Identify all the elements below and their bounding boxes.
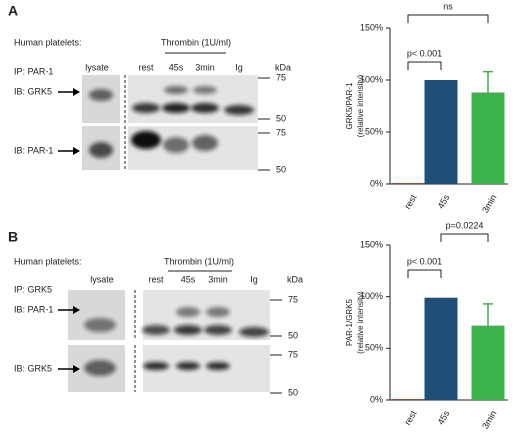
panel-letter: A [8, 3, 18, 19]
significance-bracket [407, 269, 442, 278]
blot-band [206, 362, 230, 370]
x-tick-label: rest [402, 192, 418, 210]
blot-label: IB: PAR-1 [14, 304, 53, 314]
bar [471, 325, 505, 400]
blot-band [89, 89, 113, 101]
y-axis-label: (relative intensity) [356, 74, 365, 137]
significance-bracket [407, 61, 442, 70]
blot-label: IB: GRK5 [14, 86, 52, 96]
arrow-head [73, 147, 80, 155]
y-axis-label: GRK5/PAR-1 [345, 82, 354, 130]
blot-band [176, 307, 200, 317]
blot-band [192, 135, 218, 151]
bar [424, 297, 458, 400]
marker-label: 50 [288, 387, 298, 397]
blot-band [132, 103, 160, 113]
y-tick-label: 150% [360, 22, 383, 32]
lane-label: lysate [90, 274, 114, 284]
x-tick-label: rest [402, 408, 418, 426]
blot-band [239, 327, 269, 337]
panel-letter: B [8, 229, 18, 245]
blot-band [163, 137, 189, 153]
y-tick-label: 0% [370, 394, 383, 404]
treatment-label: Thrombin (1U/ml) [161, 37, 231, 47]
sample-header: Human platelets: [14, 37, 82, 47]
y-tick-label: 50% [365, 343, 383, 353]
lane-label: Ig [250, 274, 258, 284]
arrow-head [73, 306, 80, 314]
blot-band [204, 325, 232, 335]
y-tick-label: 100% [360, 74, 383, 84]
lane-label: lysate [85, 62, 109, 72]
marker-label: 75 [276, 72, 286, 82]
significance-label: ns [443, 1, 453, 11]
marker-label: 75 [288, 294, 298, 304]
blot-band [206, 307, 230, 317]
blot-band [162, 103, 190, 113]
significance-label: p=0.0224 [446, 220, 484, 230]
significance-bracket [407, 14, 489, 23]
sample-header: Human platelets: [14, 256, 82, 266]
bar [391, 398, 425, 400]
bar [391, 182, 425, 184]
significance-label: p< 0.001 [407, 256, 442, 266]
unit-label: kDa [275, 62, 291, 72]
significance-bracket [440, 233, 489, 242]
unit-label: kDa [287, 274, 303, 284]
lane-label: 3min [208, 274, 228, 284]
lane-label: rest [148, 274, 164, 284]
marker-label: 75 [276, 127, 286, 137]
y-tick-label: 150% [360, 239, 383, 249]
y-tick-label: 0% [370, 178, 383, 188]
marker-label: 50 [276, 113, 286, 123]
blot-band [131, 131, 161, 149]
blot-lysate [68, 290, 125, 340]
blot-band [84, 360, 116, 376]
blot-band [143, 362, 169, 370]
blot-band [142, 325, 170, 335]
blot-main [128, 75, 258, 123]
marker-label: 50 [276, 164, 286, 174]
blot [82, 75, 258, 123]
blot-band [193, 86, 217, 94]
ip-label: IP: GRK5 [14, 284, 52, 294]
bar [424, 80, 458, 184]
lane-label: 45s [181, 274, 196, 284]
x-tick-label: 3min [480, 409, 498, 431]
x-tick-label: 45s [436, 408, 452, 426]
blot-band [89, 142, 113, 158]
lane-label: rest [138, 62, 154, 72]
blot-band [164, 86, 188, 94]
blot [68, 290, 270, 340]
marker-label: 50 [288, 330, 298, 340]
x-tick-label: 45s [436, 192, 452, 210]
y-tick-label: 50% [365, 126, 383, 136]
x-tick-label: 3min [480, 193, 498, 215]
y-axis-label: (relative intensity) [356, 291, 365, 354]
blot-band [84, 318, 116, 332]
blot [68, 345, 270, 392]
bar [471, 92, 505, 184]
blot-band [174, 325, 202, 335]
marker-label: 75 [288, 349, 298, 359]
blot-band [224, 105, 254, 115]
significance-label: p< 0.001 [407, 48, 442, 58]
arrow-head [73, 88, 80, 96]
y-axis-label: PAR-1/GRK5 [345, 298, 354, 346]
blot-band [176, 362, 200, 370]
treatment-label: Thrombin (1U/ml) [164, 256, 234, 266]
lane-label: 3min [195, 62, 215, 72]
y-tick-label: 100% [360, 291, 383, 301]
lane-label: 45s [169, 62, 184, 72]
blot-band [191, 103, 219, 113]
blot [82, 126, 258, 170]
blot-label: IB: GRK5 [14, 363, 52, 373]
blot-label: IB: PAR-1 [14, 145, 53, 155]
lane-label: Ig [235, 62, 243, 72]
arrow-head [73, 365, 80, 373]
ip-label: IP: PAR-1 [14, 66, 53, 76]
